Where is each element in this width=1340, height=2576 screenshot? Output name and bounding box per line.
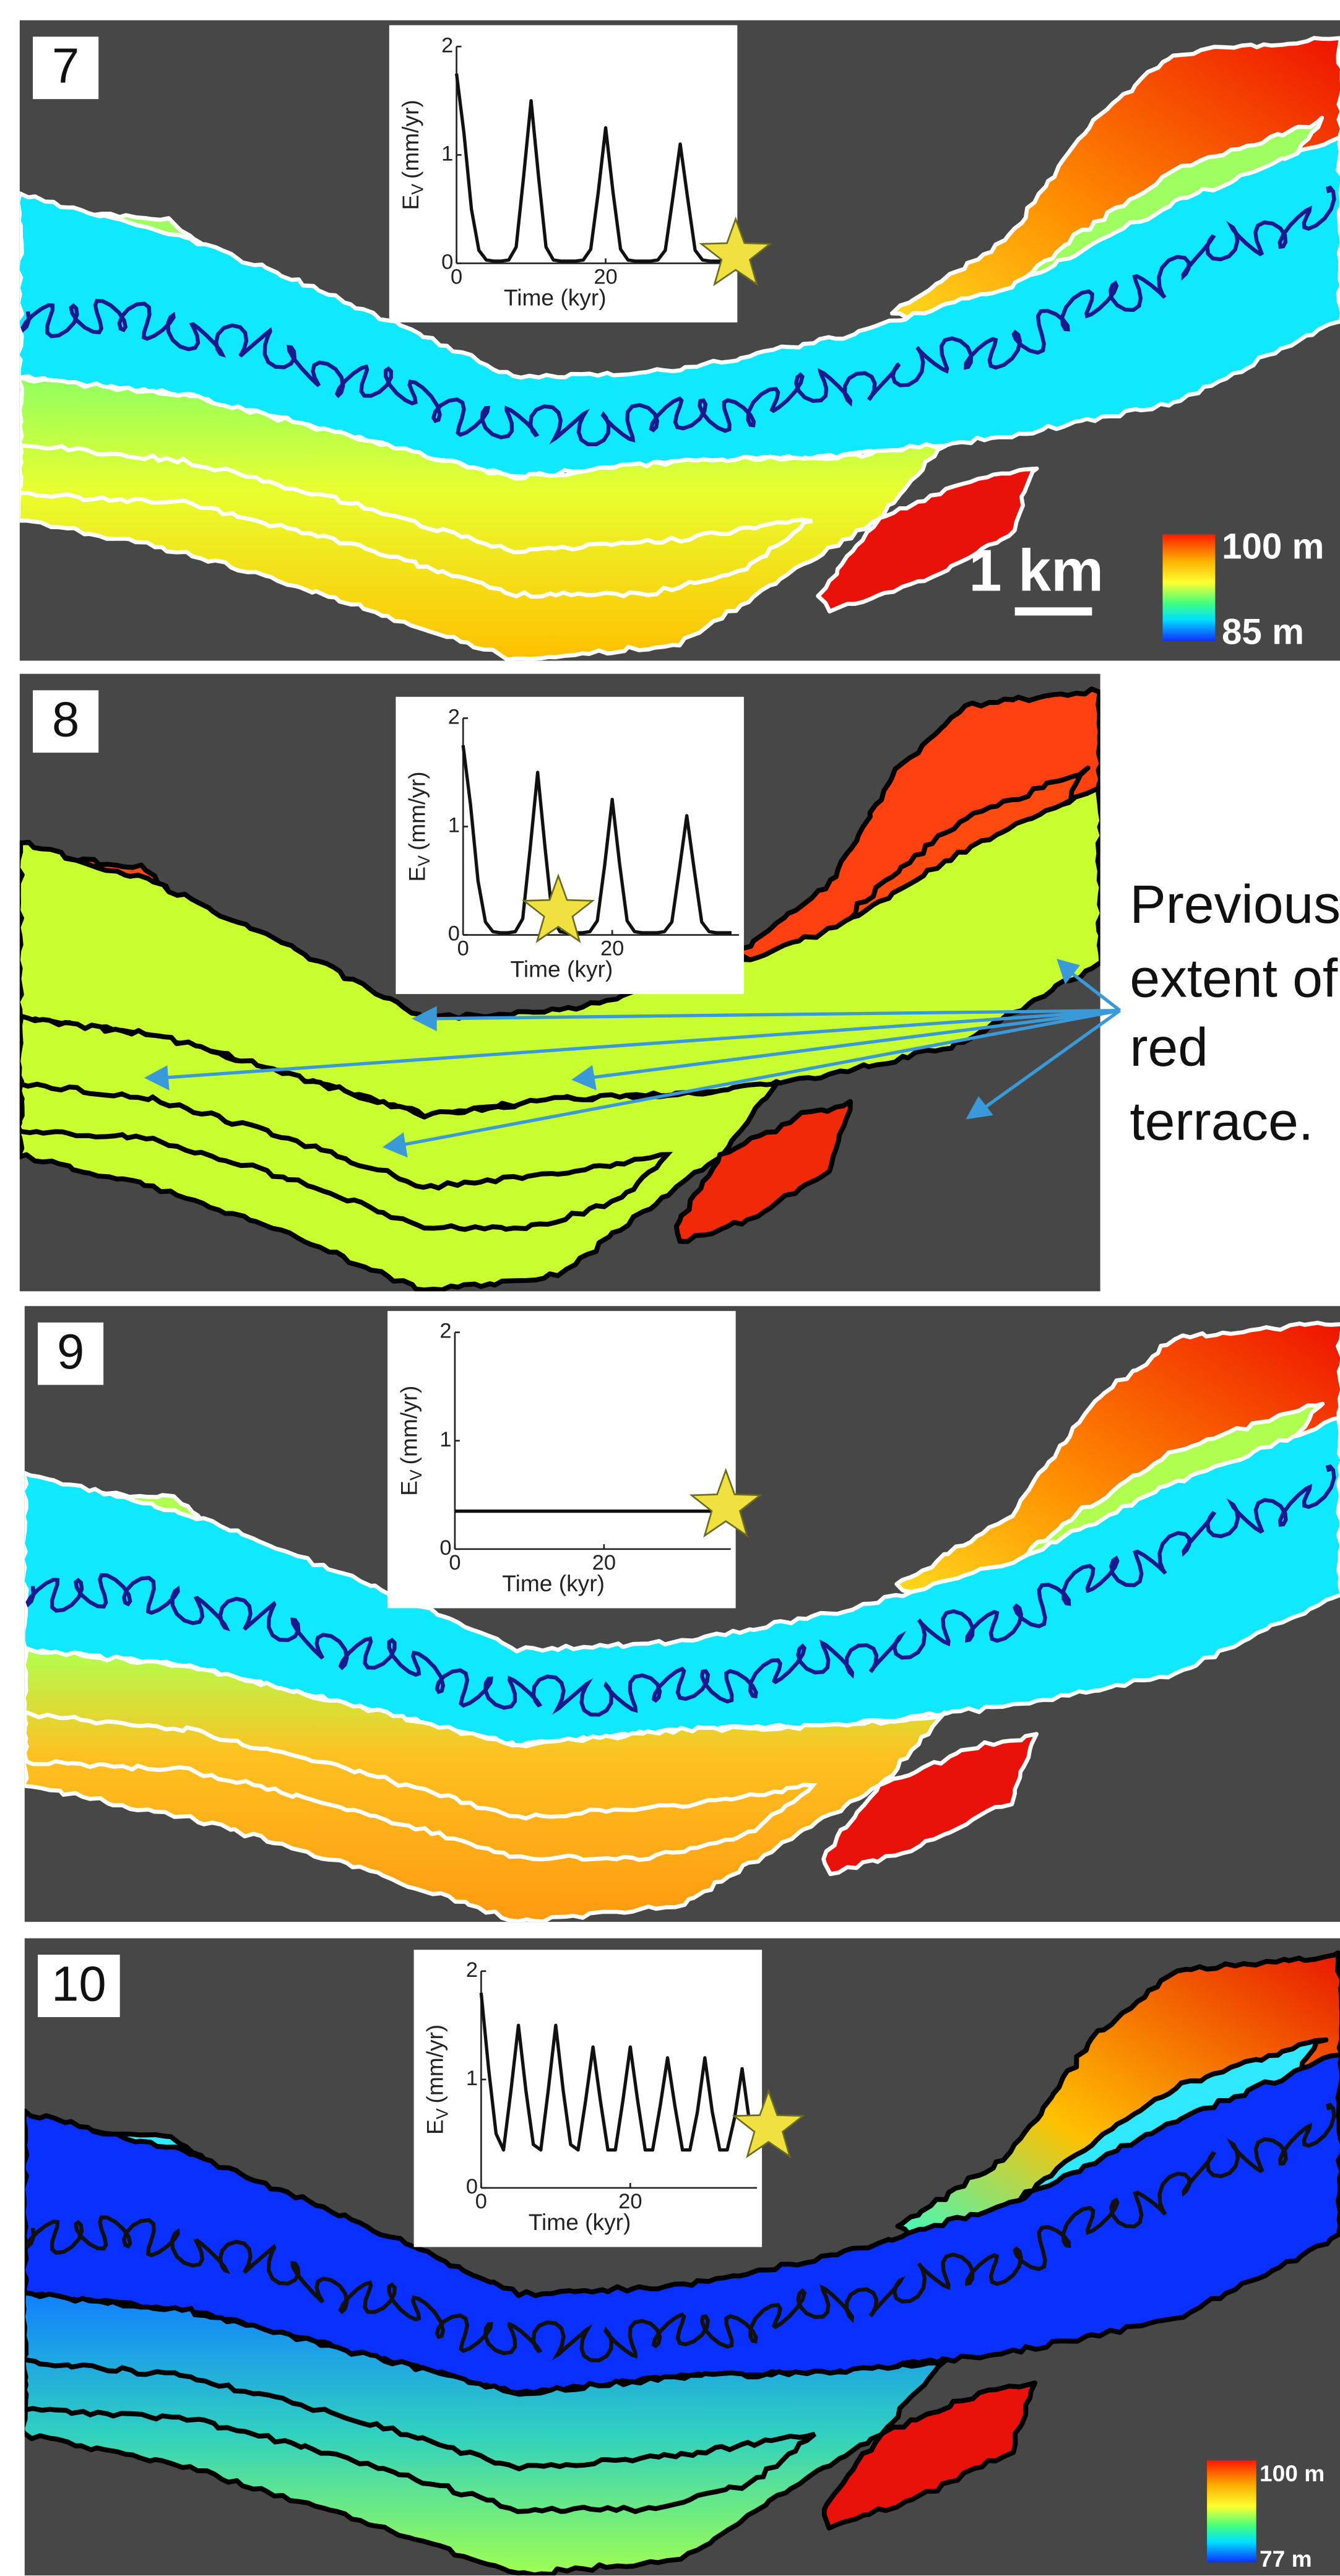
y-tick-label: 1 [448,814,460,837]
y-label-unit: (mm/yr) [397,100,423,179]
y-tick-label: 2 [466,1958,478,1982]
panel-label: 9 [57,1324,84,1379]
colorbar [1207,2460,1256,2562]
annotation-line: Previous [1130,874,1340,935]
x-tick-label: 0 [449,1551,460,1575]
y-label-subscript: V [407,1469,425,1480]
y-label-unit: (mm/yr) [404,771,430,850]
x-axis-label: Time (kyr) [511,956,613,982]
colorbar-max: 100 m [1260,2460,1325,2486]
figure: 100 m 85 m 1 km 100 m 77 m Previous exte… [0,0,1340,2576]
y-tick-label: 2 [448,705,460,728]
page: { "panel_labels": ["7", "8", "9", "10"],… [0,0,1340,2576]
x-tick-label: 0 [451,265,462,288]
y-label-subscript: V [408,184,427,195]
annotation-line: extent of [1130,948,1338,1009]
y-tick-label: 2 [439,1320,451,1343]
y-tick-label: 1 [439,1428,451,1451]
y-tick-label: 2 [441,33,453,57]
y-tick-label: 1 [441,142,453,165]
x-tick-label: 0 [457,937,469,961]
annotation: Previous extent of red terrace. [1130,874,1340,1151]
y-label-symbol: E [397,195,423,210]
colorbar-max: 100 m [1222,526,1324,566]
colorbar [1162,534,1215,641]
x-tick-label: 0 [475,2190,487,2213]
y-tick-label: 1 [466,2067,478,2090]
x-axis-label: Time (kyr) [502,1570,605,1596]
y-label-symbol: E [404,867,430,882]
x-axis-label: Time (kyr) [529,2209,631,2235]
colorbar-min: 85 m [1222,612,1304,652]
annotation-line: terrace. [1130,1091,1313,1151]
y-label-subscript: V [433,2108,451,2119]
y-label-unit: (mm/yr) [396,1386,421,1465]
scale-bar-label: 1 km [969,538,1104,604]
y-label-subscript: V [415,855,433,867]
panel-label: 7 [52,38,79,93]
y-label-symbol: E [422,2119,448,2135]
y-label-symbol: E [396,1480,421,1496]
colorbar-min: 77 m [1260,2546,1312,2572]
x-axis-label: Time (kyr) [504,285,607,311]
panel-label: 10 [51,1956,106,2011]
y-label-unit: (mm/yr) [422,2025,448,2104]
inset-background [387,1311,735,1608]
annotation-line: red [1130,1017,1208,1078]
panel-label: 8 [52,691,79,746]
